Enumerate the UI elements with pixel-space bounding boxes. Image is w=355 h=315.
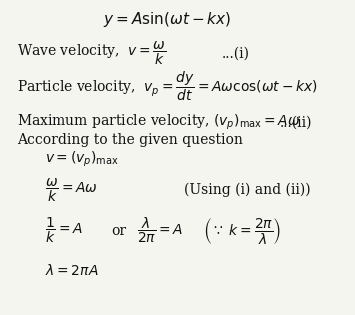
- Text: $\dfrac{1}{k} = A$: $\dfrac{1}{k} = A$: [45, 216, 83, 245]
- Text: $v = (v_p)_{\mathrm{max}}$: $v = (v_p)_{\mathrm{max}}$: [45, 150, 119, 169]
- Text: Maximum particle velocity, $(v_p)_{\mathrm{max}} = A\omega$: Maximum particle velocity, $(v_p)_{\math…: [17, 113, 300, 132]
- Text: $\dfrac{\omega}{k} = A\omega$: $\dfrac{\omega}{k} = A\omega$: [45, 176, 98, 203]
- Text: ...(ii): ...(ii): [280, 116, 312, 130]
- Text: Wave velocity,  $v = \dfrac{\omega}{k}$: Wave velocity, $v = \dfrac{\omega}{k}$: [17, 39, 167, 67]
- Text: or: or: [111, 224, 126, 238]
- Text: Particle velocity,  $v_p = \dfrac{dy}{dt} = A\omega\cos(\omega t - kx)$: Particle velocity, $v_p = \dfrac{dy}{dt}…: [17, 70, 318, 103]
- Text: $\dfrac{\lambda}{2\pi} = A$: $\dfrac{\lambda}{2\pi} = A$: [137, 216, 183, 245]
- Text: $\left(\because\; k = \dfrac{2\pi}{\lambda}\right)$: $\left(\because\; k = \dfrac{2\pi}{\lamb…: [203, 216, 282, 246]
- Text: $y = A\sin(\omega t - kx)$: $y = A\sin(\omega t - kx)$: [103, 10, 231, 29]
- Text: ...(i): ...(i): [222, 46, 250, 60]
- Text: (Using (i) and (ii)): (Using (i) and (ii)): [184, 183, 311, 197]
- Text: $\lambda = 2\pi A$: $\lambda = 2\pi A$: [45, 263, 98, 278]
- Text: According to the given question: According to the given question: [17, 133, 243, 147]
